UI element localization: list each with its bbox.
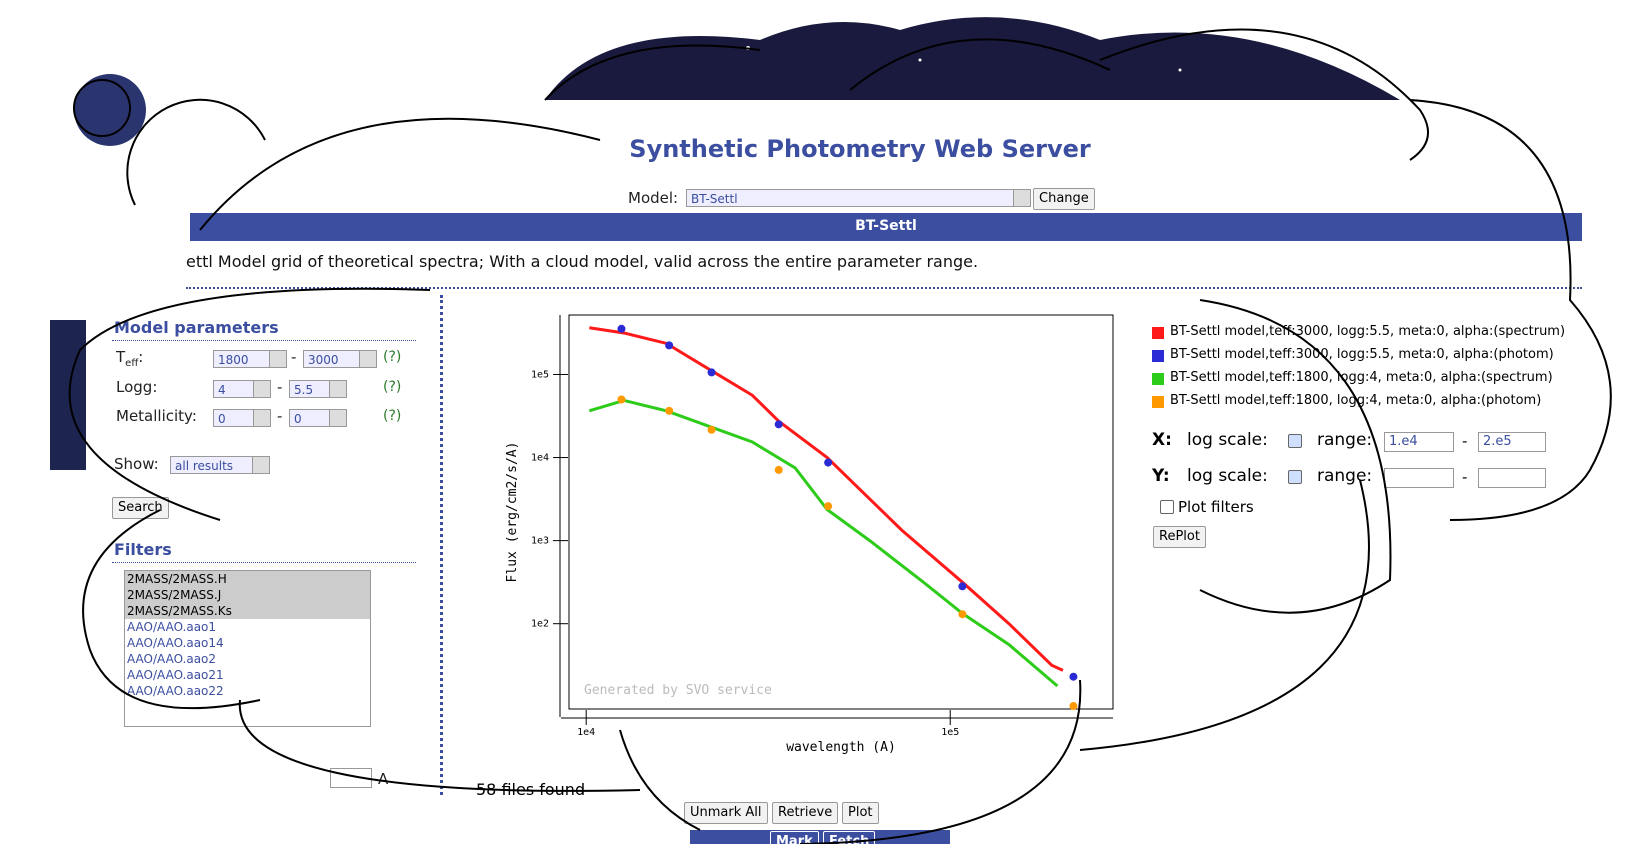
help[interactable]: (?) <box>383 379 402 395</box>
model-select[interactable]: BT-Settl <box>686 189 1031 207</box>
legend-swatch <box>1152 373 1164 385</box>
y-controls-label: Y: <box>1152 466 1170 486</box>
logg-max[interactable]: 5.5 <box>289 380 347 398</box>
description: ettl Model grid of theoretical spectra; … <box>186 252 979 271</box>
bar-button[interactable]: Fetch <box>823 831 876 844</box>
legend-label: BT-Settl model,teff:1800, logg:4, meta:0… <box>1170 370 1553 385</box>
dash: - <box>291 348 297 366</box>
model-bar-title: BT-Settl <box>855 218 917 234</box>
star <box>1178 68 1182 72</box>
y-log-checkbox[interactable] <box>1288 470 1302 484</box>
result-button[interactable]: Plot <box>842 802 879 824</box>
x-log-checkbox[interactable] <box>1288 434 1302 448</box>
result-button[interactable]: Unmark All <box>684 802 768 824</box>
teff-min[interactable]: 1800 <box>213 350 287 368</box>
result-button[interactable]: Retrieve <box>772 802 839 824</box>
filter-item[interactable]: AAO/AAO.aao2 <box>127 652 217 666</box>
separator <box>112 562 416 563</box>
bottom-bar <box>690 830 950 844</box>
unit-label: A <box>378 770 389 788</box>
logg-label: Logg: <box>116 378 158 396</box>
y-min-input[interactable] <box>1384 468 1454 488</box>
meta-max[interactable]: 0 <box>289 409 347 427</box>
x-min-input[interactable]: 1.e4 <box>1384 432 1454 452</box>
filter-item[interactable]: AAO/AAO.aao14 <box>127 636 224 650</box>
starry-sky <box>545 17 1400 101</box>
legend-label: BT-Settl model,teff:3000, logg:5.5, meta… <box>1170 347 1554 362</box>
legend-swatch <box>1152 350 1164 362</box>
filter-list[interactable]: 2MASS/2MASS.H 2MASS/2MASS.J 2MASS/2MASS.Ks… <box>124 570 371 727</box>
separator <box>440 295 443 795</box>
starry-sky <box>50 320 86 470</box>
legend-label: BT-Settl model,teff:1800, logg:4, meta:0… <box>1170 393 1542 408</box>
filter-item[interactable]: 2MASS/2MASS.H <box>125 571 370 587</box>
replot-button[interactable]: RePlot <box>1153 526 1206 548</box>
unit-input[interactable] <box>330 768 372 788</box>
filter-item[interactable]: AAO/AAO.aao22 <box>127 684 224 698</box>
help[interactable]: (?) <box>383 408 402 424</box>
star <box>746 46 750 50</box>
dash: - <box>277 407 283 425</box>
change-button[interactable]: Change <box>1033 188 1095 210</box>
y-max-input[interactable] <box>1478 468 1546 488</box>
filter-item[interactable]: 2MASS/2MASS.J <box>125 587 370 603</box>
range-label: range: <box>1317 466 1373 486</box>
x-controls-label: X: <box>1152 430 1172 450</box>
plot-filters-label: Plot filters <box>1178 498 1254 516</box>
star <box>918 58 922 62</box>
x-max-input[interactable]: 2.e5 <box>1478 432 1546 452</box>
legend-label: BT-Settl model,teff:3000, logg:5.5, meta… <box>1170 324 1566 339</box>
search-button[interactable]: Search <box>112 497 169 519</box>
filter-item[interactable]: AAO/AAO.aao1 <box>127 620 217 634</box>
show-label: Show: <box>114 455 159 473</box>
meta-min[interactable]: 0 <box>213 409 271 427</box>
page-title: Synthetic Photometry Web Server <box>629 135 1091 163</box>
star <box>1368 40 1372 44</box>
teff-colon: : <box>138 348 144 366</box>
dash: - <box>277 378 283 396</box>
filter-item[interactable]: 2MASS/2MASS.Ks <box>125 603 370 619</box>
teff-label: Teff: <box>116 348 143 369</box>
dash: - <box>1462 432 1468 450</box>
teff-t: T <box>116 348 126 366</box>
plot-filters-checkbox[interactable] <box>1160 500 1174 514</box>
dash: - <box>1462 468 1468 486</box>
params-heading: Model parameters <box>114 318 279 337</box>
logg-min[interactable]: 4 <box>213 380 271 398</box>
show-select[interactable]: all results <box>170 456 270 474</box>
teff-sub: eff <box>125 358 139 369</box>
filter-item[interactable]: AAO/AAO.aao21 <box>127 668 224 682</box>
log-scale-label: log scale: <box>1187 430 1268 450</box>
files-found: 58 files found <box>476 780 586 799</box>
help[interactable]: (?) <box>383 349 402 365</box>
legend-swatch <box>1152 396 1164 408</box>
filters-heading: Filters <box>114 540 172 559</box>
meta-label: Metallicity: <box>116 407 197 425</box>
range-label: range: <box>1317 430 1373 450</box>
model-label: Model: <box>628 189 679 207</box>
bar-button[interactable]: Mark <box>770 831 819 844</box>
log-scale-label: log scale: <box>1187 466 1268 486</box>
separator <box>112 340 416 341</box>
legend-swatch <box>1152 327 1164 339</box>
separator <box>186 287 1582 289</box>
teff-max[interactable]: 3000 <box>303 350 377 368</box>
